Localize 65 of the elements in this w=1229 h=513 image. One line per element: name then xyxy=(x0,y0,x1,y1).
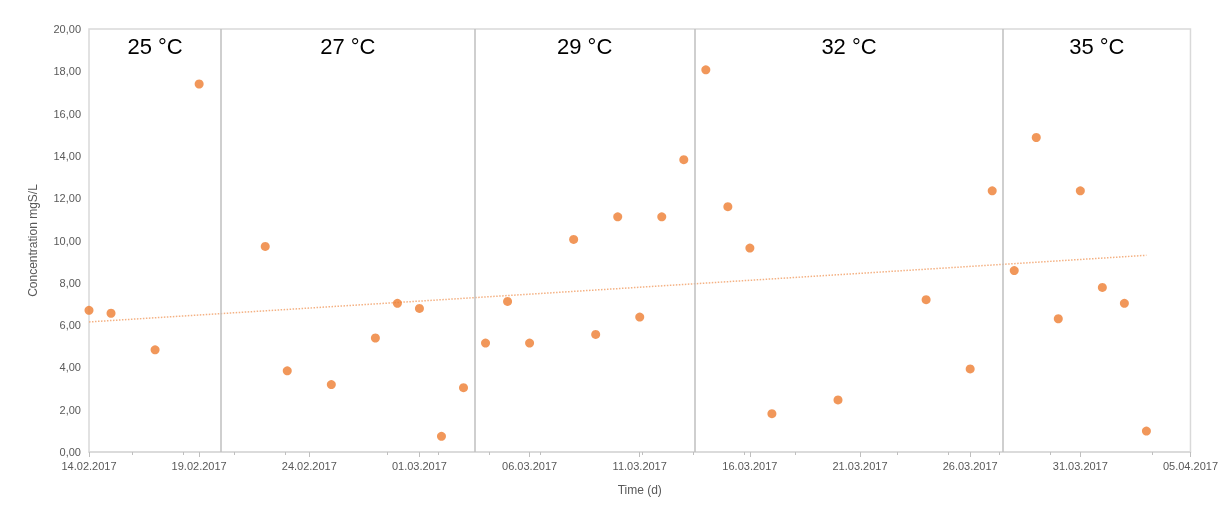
point xyxy=(1031,133,1041,142)
point xyxy=(987,186,997,196)
y-tick-label: 18,00 xyxy=(53,65,81,78)
x-tick-label: 21.03.2017 xyxy=(832,459,888,472)
point xyxy=(569,234,579,244)
point xyxy=(591,329,601,339)
y-axis-title: Concentration mgS/L xyxy=(26,183,40,297)
point xyxy=(194,79,204,89)
y-tick-label: 10,00 xyxy=(53,234,81,247)
point xyxy=(657,212,667,222)
point xyxy=(260,241,270,251)
point xyxy=(1009,266,1019,276)
point xyxy=(106,308,116,318)
point xyxy=(1097,282,1107,292)
annotation: 27 °C xyxy=(320,33,376,59)
point xyxy=(723,202,733,212)
point xyxy=(921,295,931,305)
point xyxy=(833,395,843,405)
x-tick-label: 11.03.2017 xyxy=(612,459,667,472)
x-tick-label: 16.03.2017 xyxy=(722,459,778,472)
y-tick-label: 6,00 xyxy=(59,319,81,332)
x-axis-title: Time (d) xyxy=(617,483,662,497)
y-tick-label: 4,00 xyxy=(59,361,81,374)
point xyxy=(745,243,755,253)
annotation: 25 °C xyxy=(127,33,183,59)
point xyxy=(414,303,424,313)
y-tick-label: 8,00 xyxy=(59,276,81,289)
x-tick-label: 26.03.2017 xyxy=(942,459,998,472)
y-tick-label: 16,00 xyxy=(53,107,81,120)
x-tick-label: 14.02.2017 xyxy=(61,459,117,472)
point xyxy=(84,305,94,315)
point xyxy=(701,65,711,75)
x-tick-label: 06.03.2017 xyxy=(502,459,558,472)
y-tick-label: 20,00 xyxy=(53,23,81,35)
point xyxy=(326,380,336,390)
x-tick-label: 05.04.2017 xyxy=(1162,459,1218,472)
point xyxy=(392,298,402,308)
y-tick-label: 14,00 xyxy=(53,149,81,162)
x-tick-label: 19.02.2017 xyxy=(171,459,227,472)
point xyxy=(436,431,446,441)
y-tick-label: 0,00 xyxy=(59,446,81,458)
point xyxy=(282,366,292,376)
x-tick-label: 31.03.2017 xyxy=(1052,459,1108,472)
point xyxy=(370,333,380,343)
point xyxy=(1141,426,1151,436)
y-tick-label: 12,00 xyxy=(53,192,81,205)
point xyxy=(1075,186,1085,196)
annotation: 29 °C xyxy=(557,33,613,59)
point xyxy=(965,364,975,374)
point xyxy=(459,383,468,393)
point xyxy=(1053,314,1063,324)
point xyxy=(1119,298,1129,308)
point xyxy=(503,296,513,306)
point xyxy=(635,312,645,322)
x-tick-label: 24.02.2017 xyxy=(281,459,337,472)
point xyxy=(679,155,689,165)
y-tick-label: 2,00 xyxy=(59,403,81,416)
annotation: 35 °C xyxy=(1069,33,1125,59)
point xyxy=(613,212,623,222)
x-tick-label: 01.03.2017 xyxy=(391,459,447,472)
point xyxy=(767,409,777,419)
point xyxy=(525,338,535,348)
point xyxy=(150,345,160,355)
point xyxy=(481,338,491,348)
annotation: 32 °C xyxy=(821,33,877,59)
